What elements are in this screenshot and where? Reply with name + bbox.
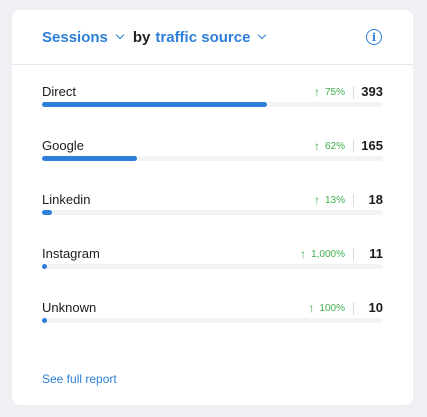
session-count: 393	[361, 84, 383, 99]
arrow-up-icon: ↑	[313, 193, 320, 207]
sessions-card: Sessions by traffic source i Direct ↑ 75% 3…	[12, 10, 413, 405]
change-indicator: ↑ 13%	[314, 193, 345, 207]
traffic-source-row: Direct ↑ 75% 393	[42, 84, 383, 138]
separator	[353, 248, 354, 261]
progress-fill	[42, 318, 48, 323]
traffic-source-row: Linkedin ↑ 13% 18	[42, 192, 383, 246]
arrow-up-icon: ↑	[308, 301, 315, 315]
progress-track	[42, 264, 383, 269]
change-value: 75%	[324, 86, 345, 98]
chevron-down-icon	[115, 30, 125, 40]
arrow-up-icon: ↑	[313, 139, 320, 153]
dimension-dropdown[interactable]: traffic source	[155, 28, 267, 46]
by-label: by	[132, 28, 151, 46]
progress-track	[42, 156, 383, 161]
change-value: 13%	[324, 194, 345, 206]
source-name: Linkedin	[42, 192, 91, 207]
traffic-source-row: Google ↑ 62% 165	[42, 138, 383, 192]
change-value: 62%	[324, 140, 345, 152]
arrow-up-icon: ↑	[313, 85, 320, 99]
session-count: 11	[369, 246, 383, 261]
see-full-report-link[interactable]: See full report	[42, 372, 117, 386]
separator	[353, 140, 354, 153]
metric-dropdown[interactable]: Sessions	[42, 28, 125, 46]
card-header: Sessions by traffic source i	[12, 10, 413, 65]
progress-track	[42, 102, 383, 107]
traffic-source-row: Instagram ↑ 1,000% 11	[42, 246, 383, 300]
session-count: 18	[368, 192, 383, 207]
arrow-up-icon: ↑	[300, 247, 307, 261]
session-count: 10	[368, 300, 383, 315]
source-name: Instagram	[42, 246, 100, 261]
progress-fill	[42, 102, 268, 107]
traffic-source-list: Direct ↑ 75% 393 Google ↑ 62% 165 Linkedin ↑ 13% 18…	[42, 84, 383, 354]
separator	[353, 302, 354, 315]
change-indicator: ↑ 1,000%	[300, 247, 345, 261]
info-icon[interactable]: i	[366, 29, 382, 45]
progress-fill	[42, 264, 48, 269]
change-indicator: ↑ 100%	[308, 301, 345, 315]
session-count: 165	[361, 138, 383, 153]
change-indicator: ↑ 62%	[314, 139, 345, 153]
change-value: 1,000%	[311, 248, 345, 260]
change-value: 100%	[319, 302, 345, 314]
change-indicator: ↑ 75%	[314, 85, 345, 99]
progress-track	[42, 318, 383, 323]
separator	[353, 194, 354, 207]
metric-label: Sessions	[42, 28, 108, 46]
source-name: Google	[42, 138, 84, 153]
progress-fill	[42, 156, 138, 161]
traffic-source-row: Unknown ↑ 100% 10	[42, 300, 383, 354]
progress-track	[42, 210, 383, 215]
source-name: Direct	[42, 84, 76, 99]
separator	[353, 86, 354, 99]
dimension-label: traffic source	[155, 28, 251, 46]
source-name: Unknown	[42, 300, 97, 315]
chevron-down-icon	[258, 30, 267, 40]
progress-fill	[42, 210, 53, 215]
